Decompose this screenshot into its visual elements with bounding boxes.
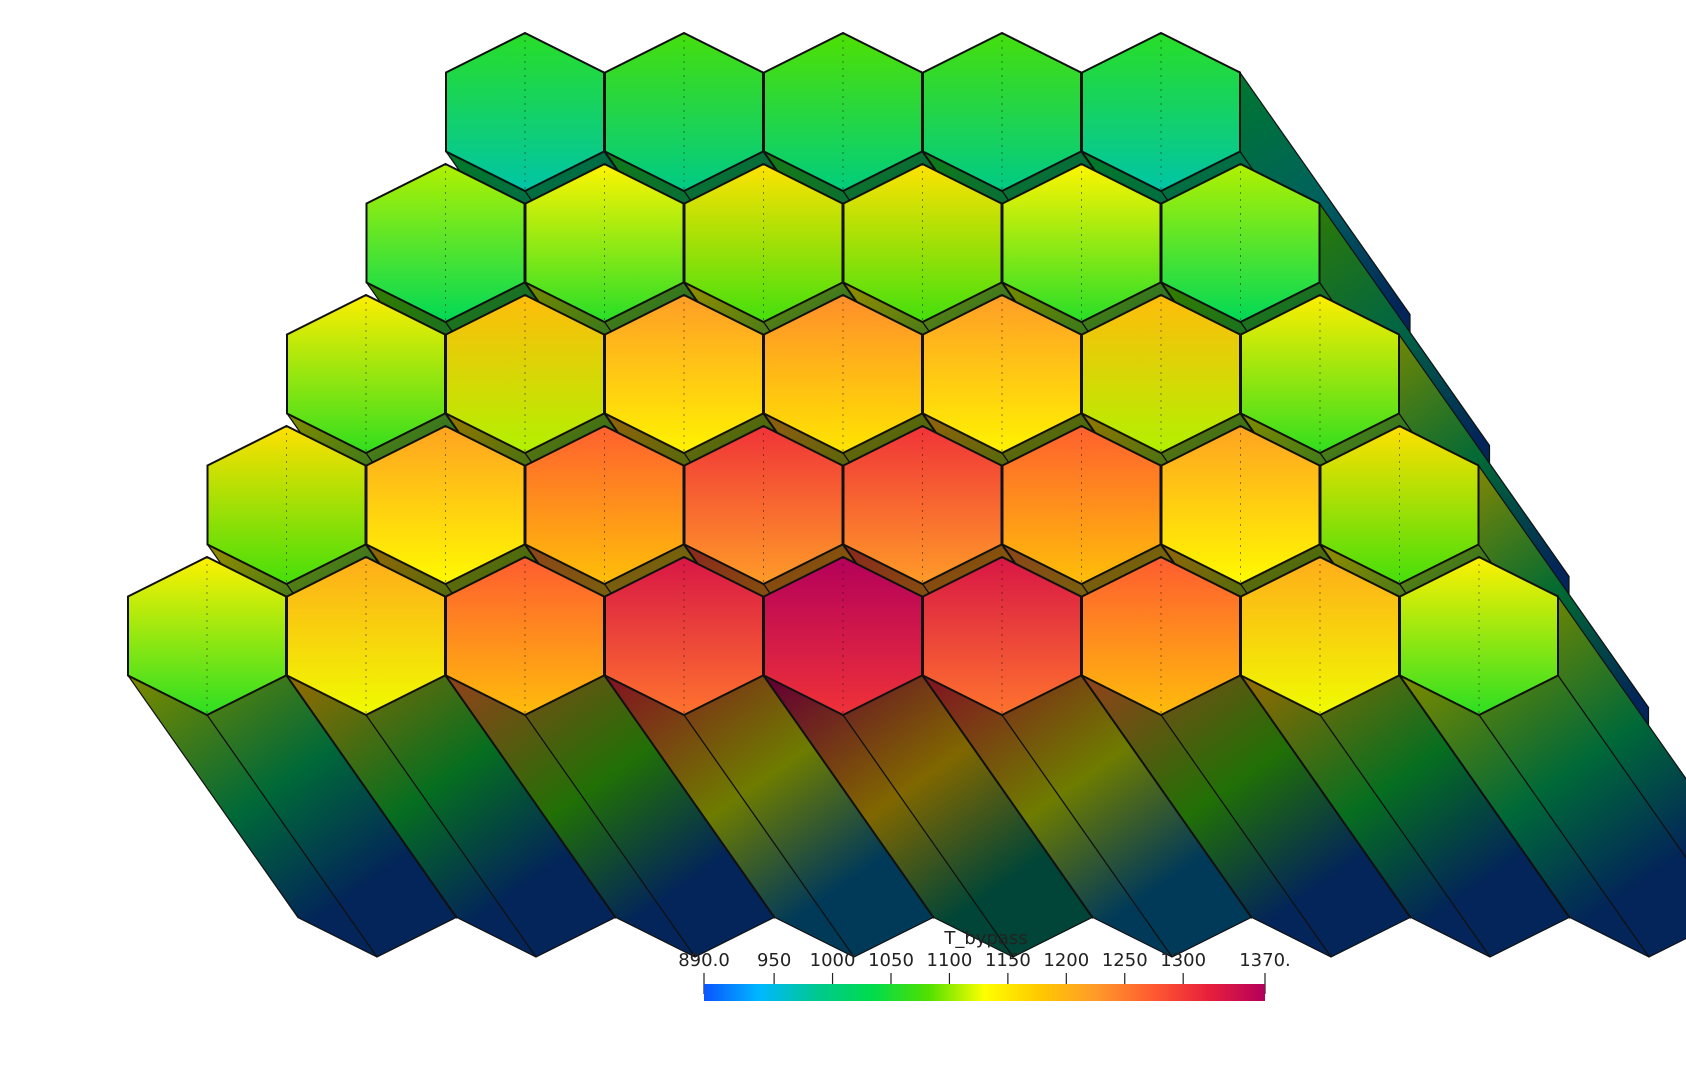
hex-cell [1399,555,1686,958]
